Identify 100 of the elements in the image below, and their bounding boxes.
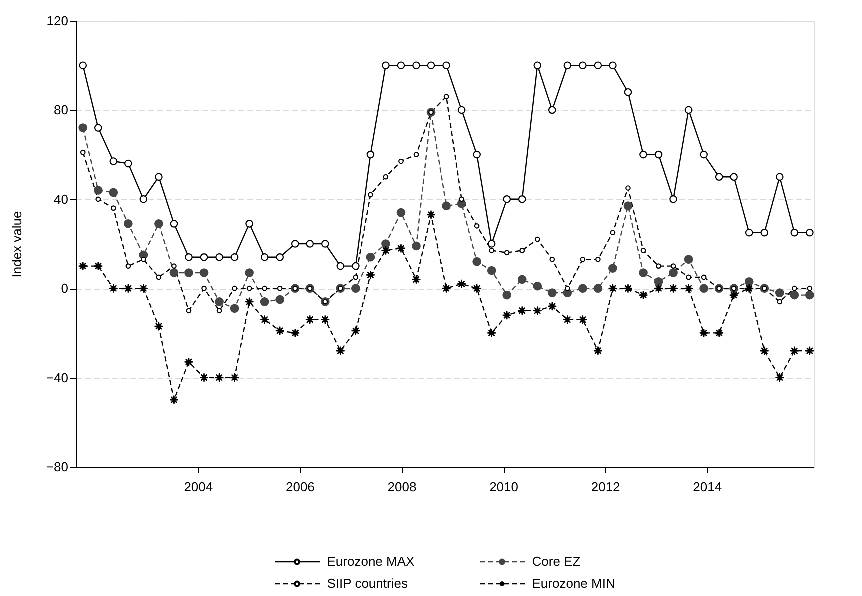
point [427, 62, 436, 70]
point [426, 210, 436, 220]
point [775, 288, 784, 298]
point [169, 395, 179, 405]
point [200, 253, 208, 262]
point [594, 284, 603, 294]
legend-label: Eurozone MAX [327, 554, 416, 569]
point [503, 196, 511, 204]
point [474, 223, 480, 229]
point [124, 160, 132, 168]
point [442, 62, 450, 70]
point [489, 248, 494, 254]
point [412, 62, 420, 70]
point [640, 248, 646, 254]
point [124, 220, 133, 228]
point [608, 264, 618, 273]
point [96, 196, 102, 202]
y-axis-title: Index value [9, 211, 24, 278]
point [336, 346, 346, 356]
point [442, 202, 451, 211]
y-tick-label: 40 [54, 192, 68, 207]
point [141, 256, 146, 262]
point [487, 328, 497, 338]
point [155, 173, 163, 181]
point [670, 264, 676, 269]
point [502, 290, 512, 300]
point [669, 268, 678, 278]
point [184, 357, 194, 367]
point [578, 315, 588, 325]
point [170, 268, 179, 278]
x-tick-label: 2006 [286, 480, 315, 494]
point [730, 173, 738, 181]
point [548, 288, 557, 298]
legend-label: Eurozone MIN [532, 576, 616, 591]
point [520, 248, 526, 254]
point [807, 286, 813, 292]
point [185, 253, 193, 262]
point [381, 246, 391, 256]
point [262, 286, 268, 292]
legend-label: SIIP countries [327, 576, 408, 591]
point [352, 284, 360, 294]
point [366, 252, 376, 262]
y-tick-label: 80 [54, 102, 68, 118]
legend-label: Core EZ [532, 554, 581, 569]
point [806, 228, 814, 237]
point [686, 274, 692, 280]
point [200, 373, 209, 383]
point [291, 240, 300, 248]
point [639, 268, 648, 278]
point [80, 150, 86, 156]
point [246, 286, 252, 292]
point [596, 256, 601, 262]
point [398, 158, 404, 164]
point [396, 208, 406, 218]
point [336, 262, 345, 270]
point [245, 268, 254, 278]
point [790, 228, 799, 237]
point [580, 256, 586, 262]
x-tick-label: 2010 [490, 480, 518, 494]
point [79, 62, 88, 70]
point [578, 284, 588, 294]
point [684, 284, 694, 294]
point [412, 242, 421, 251]
point [744, 277, 754, 286]
point [260, 253, 269, 262]
point [760, 228, 769, 237]
point [670, 196, 678, 204]
point [290, 328, 300, 338]
point [232, 286, 238, 292]
point [230, 304, 240, 314]
point [792, 286, 798, 292]
point [320, 315, 330, 325]
point [775, 373, 785, 383]
point [110, 206, 116, 211]
y-tick-label: 120 [46, 14, 68, 28]
point [277, 286, 283, 292]
point [626, 186, 631, 191]
point [790, 290, 800, 300]
point [382, 62, 390, 70]
point [230, 253, 239, 262]
point [473, 150, 481, 159]
point [156, 274, 162, 280]
point [216, 253, 224, 262]
point [700, 284, 708, 294]
point [458, 106, 466, 114]
point [684, 255, 694, 264]
point [138, 284, 148, 294]
point [518, 275, 527, 284]
point [502, 310, 512, 320]
point [94, 262, 104, 272]
point [94, 124, 102, 132]
point [548, 106, 556, 114]
point [397, 62, 406, 70]
point [186, 308, 192, 314]
point [745, 228, 754, 237]
point [108, 284, 118, 294]
point [715, 173, 724, 181]
point [777, 299, 783, 305]
point [202, 286, 207, 292]
point [260, 298, 270, 306]
